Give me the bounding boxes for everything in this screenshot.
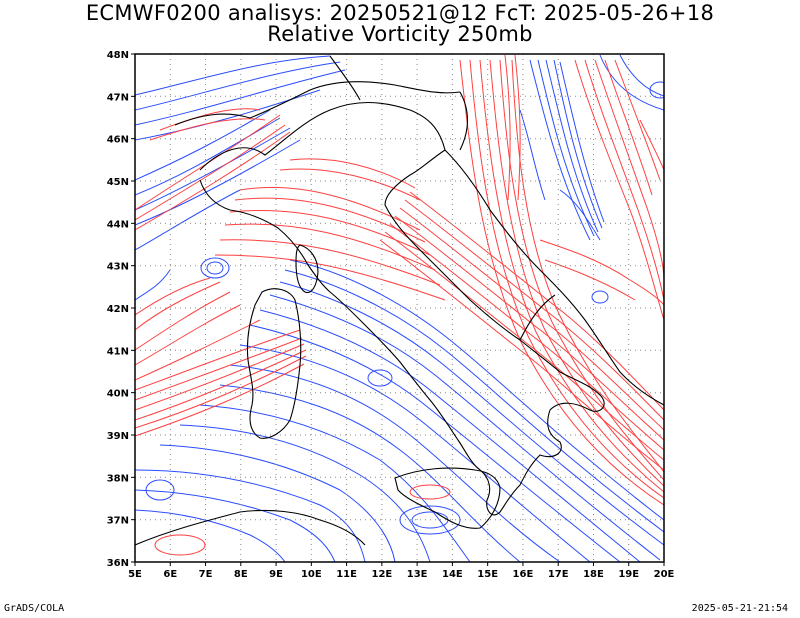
lat-tick-label: 36N [107, 558, 129, 569]
positive-vorticity-contours [135, 54, 664, 556]
longitude-axis: 5E 6E 7E 8E 9E 10E 11E 12E 13E 14E 15E 16E 17E 18E 19E… [128, 562, 675, 580]
footer-timestamp: 2025-05-21-21:54 [691, 603, 788, 614]
lon-tick-label: 15E [477, 569, 498, 580]
map-background [135, 54, 664, 562]
negative-vorticity-contours [135, 54, 664, 562]
lon-tick-label: 10E [301, 569, 322, 580]
lat-tick-label: 42N [107, 304, 129, 315]
lat-tick-label: 47N [107, 92, 129, 103]
lon-tick-label: 13E [407, 569, 428, 580]
lon-tick-label: 20E [654, 569, 675, 580]
lon-tick-label: 9E [269, 569, 283, 580]
lat-tick-label: 46N [107, 135, 129, 146]
lon-tick-label: 16E [513, 569, 534, 580]
lon-tick-label: 11E [336, 569, 357, 580]
lat-tick-label: 43N [107, 262, 129, 273]
lat-tick-label: 40N [107, 389, 129, 400]
lon-tick-label: 14E [442, 569, 463, 580]
lon-tick-label: 18E [583, 569, 604, 580]
lat-tick-label: 48N [107, 50, 129, 61]
lat-tick-label: 45N [107, 177, 129, 188]
lon-tick-label: 17E [548, 569, 569, 580]
lat-tick-label: 41N [107, 346, 129, 357]
lon-tick-label: 19E [618, 569, 639, 580]
lat-tick-label: 37N [107, 516, 129, 527]
lon-tick-label: 12E [371, 569, 392, 580]
lon-tick-label: 5E [128, 569, 142, 580]
latitude-axis: 36N 37N 38N 39N 40N 41N 42N 43N 44N 45N 46N 47N 48N [107, 50, 135, 569]
lat-tick-label: 38N [107, 473, 129, 484]
lat-tick-label: 39N [107, 431, 129, 442]
lat-tick-label: 44N [107, 219, 129, 230]
vorticity-map: 5E 6E 7E 8E 9E 10E 11E 12E 13E 14E 15E 16E 17E 18E 19E… [107, 50, 675, 580]
coastlines [135, 55, 664, 546]
contour-field [135, 54, 664, 562]
title-line-2: Relative Vorticity 250mb [267, 22, 533, 46]
title-line-1: ECMWF0200 analisys: 20250521@12 FcT: 202… [85, 1, 715, 25]
lon-tick-label: 7E [199, 569, 213, 580]
lon-tick-label: 6E [163, 569, 177, 580]
footer-software-credit: GrADS/COLA [4, 603, 65, 614]
lon-tick-label: 8E [234, 569, 248, 580]
